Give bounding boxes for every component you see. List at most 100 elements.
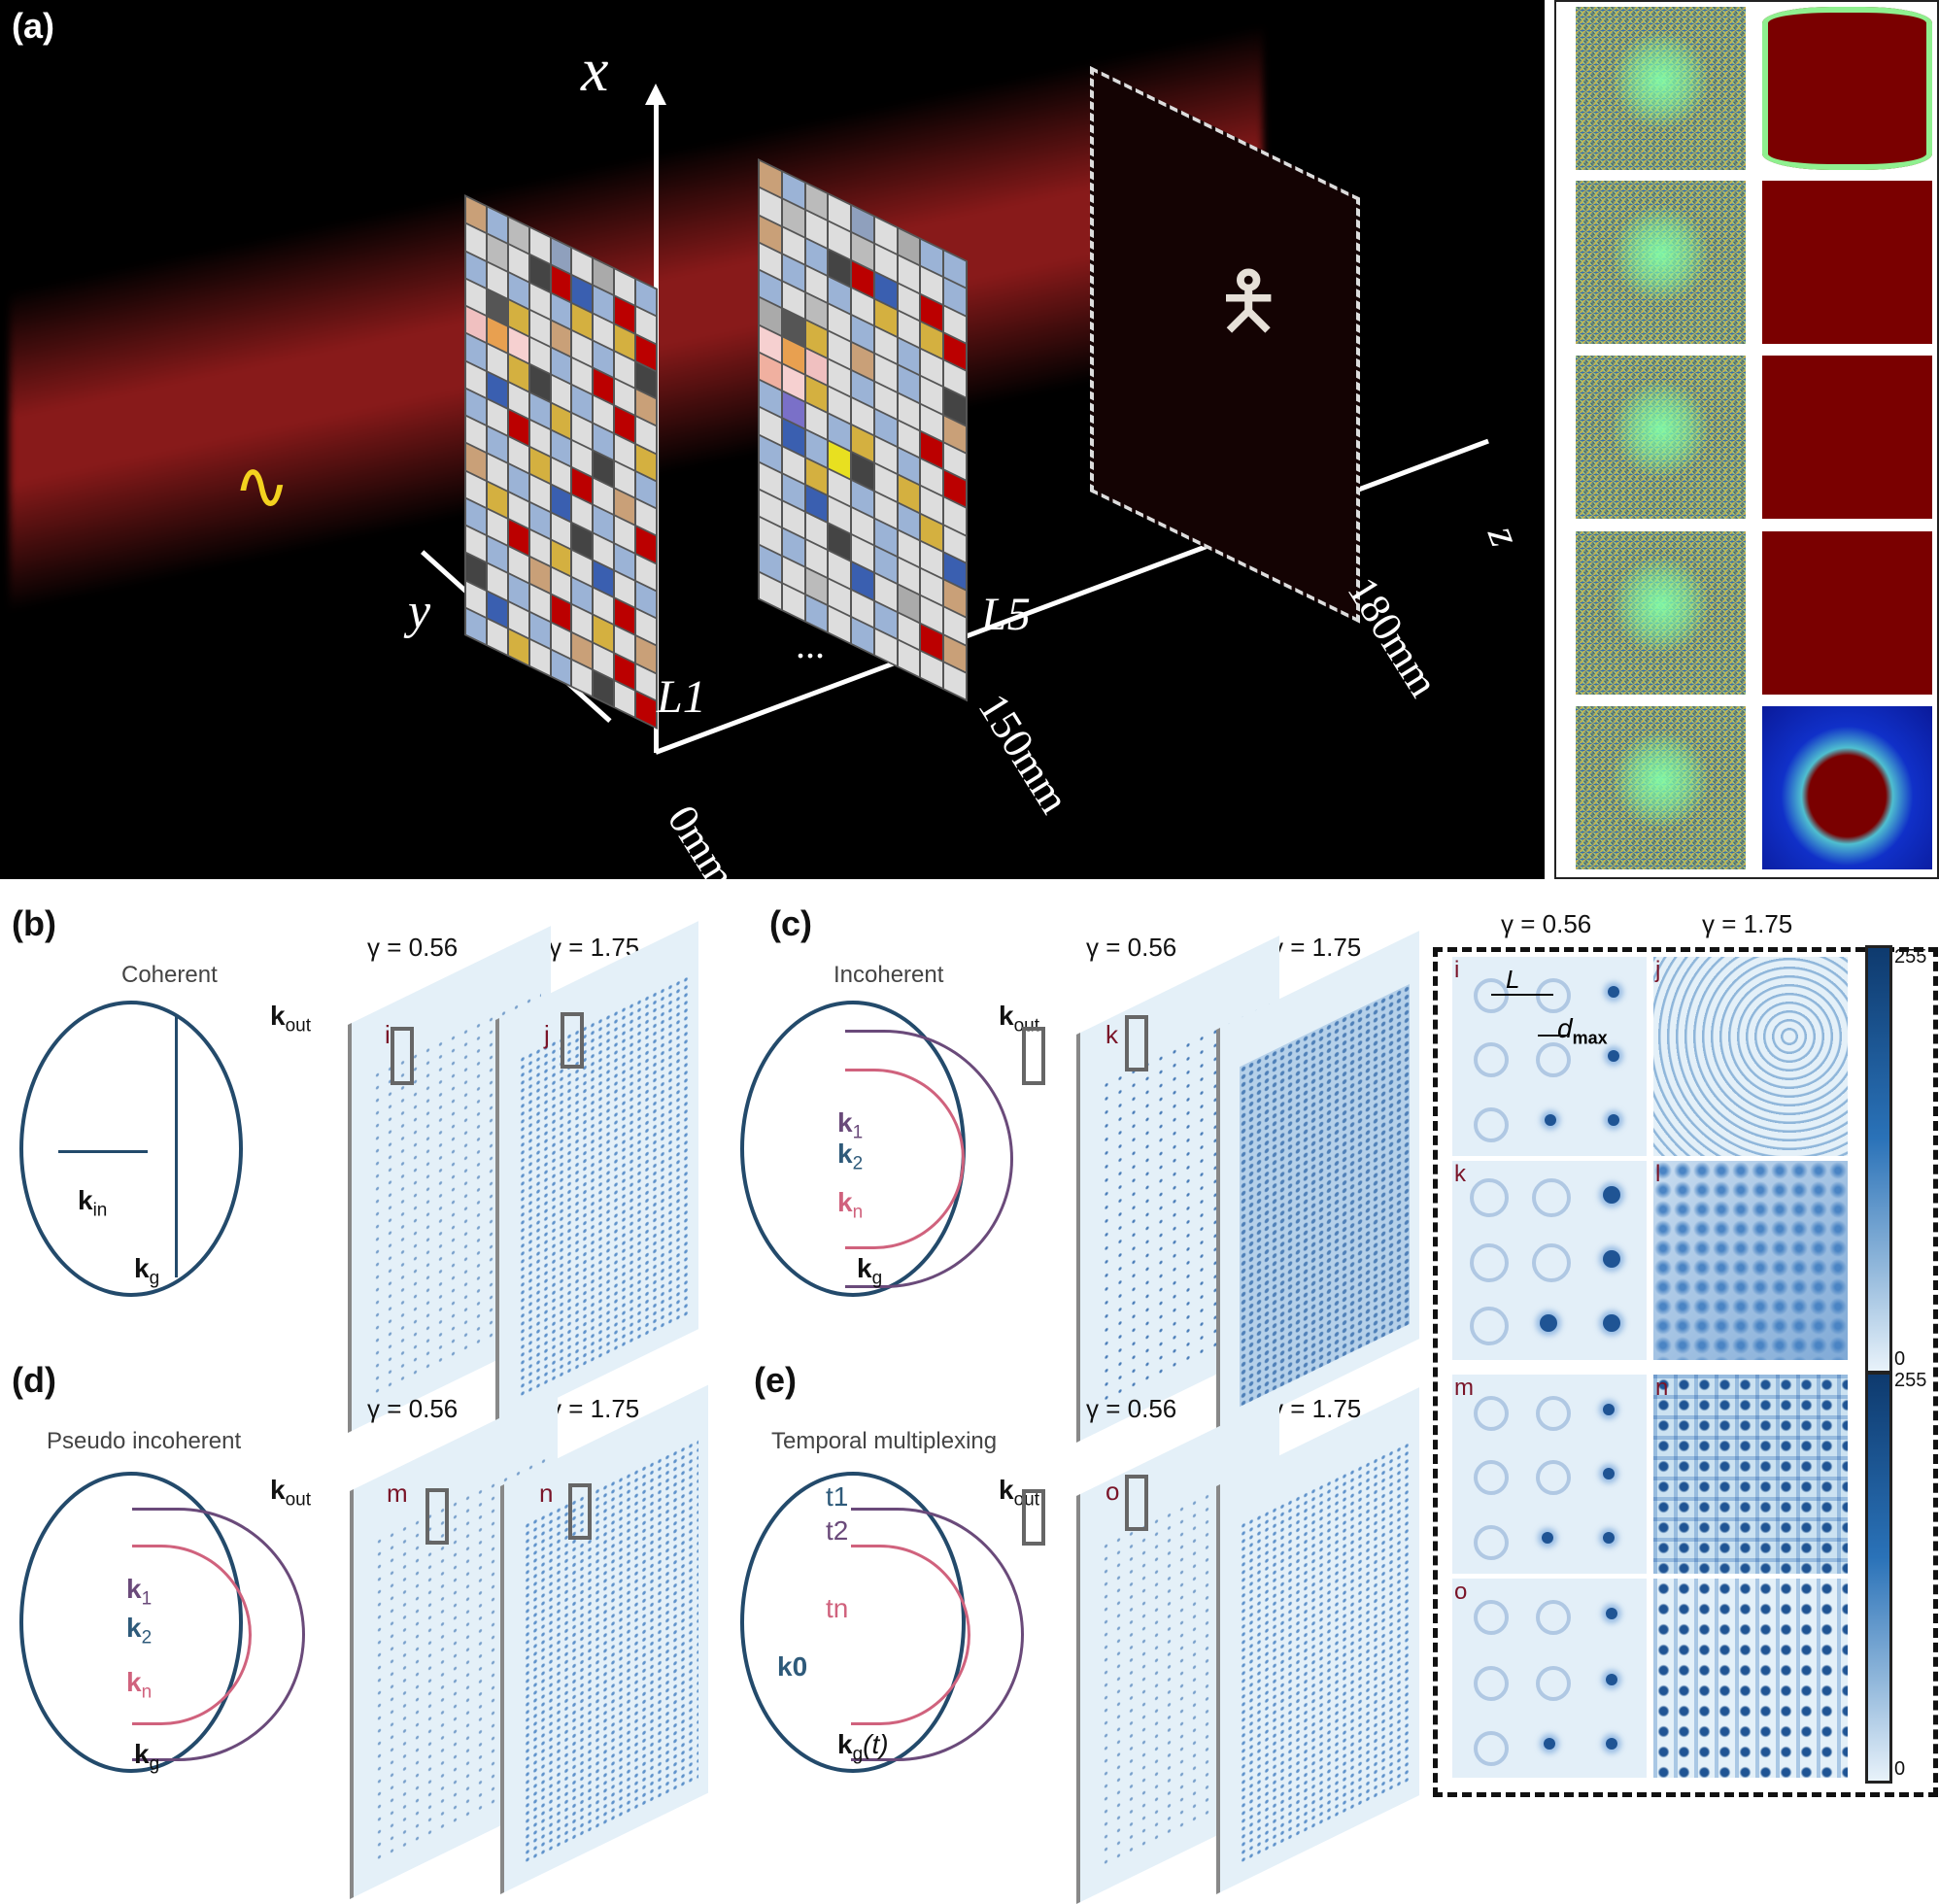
panel-b-k-sphere [19, 1001, 243, 1297]
layer-label-L1: L1 [657, 671, 706, 723]
panel-c-label: (c) [769, 903, 812, 943]
panel-c-roi-left [1022, 1027, 1045, 1085]
diffractive-layer-L1 [464, 194, 658, 731]
panel-d-gamma-right: γ = 1.75 [549, 1394, 640, 1423]
tile-o: o [1452, 1579, 1647, 1778]
panel-d-k2: k2 [126, 1613, 153, 1649]
tile-k: k [1452, 1161, 1647, 1360]
panel-e-k-g: kg(t) [837, 1729, 889, 1766]
k-out-subscript: out [285, 1015, 311, 1037]
wave-icon: ∿ [233, 448, 290, 524]
k-g-time-suffix: (t) [863, 1729, 889, 1759]
tile-label-k: k [1454, 1161, 1466, 1187]
k-symbol: k [999, 1475, 1014, 1505]
panel-d-roi-left [425, 1488, 449, 1545]
zoom-gamma-left: γ = 0.56 [1501, 909, 1592, 938]
intensity-map-5 [1762, 706, 1932, 869]
annotation-L: L [1506, 965, 1520, 994]
k-g-subscript: g [852, 1744, 864, 1765]
panel-e-roi-left [1022, 1489, 1045, 1546]
panel-e-t1: t1 [826, 1481, 849, 1512]
panel-b-k-in: kin [78, 1185, 108, 1221]
panel-c-roi-right [1125, 1015, 1148, 1071]
tile-l: l [1653, 1161, 1848, 1360]
panel-b-sublabel-j: j [544, 1020, 550, 1049]
panel-c-title: Incoherent [833, 962, 944, 988]
phase-map-5 [1576, 706, 1746, 869]
k-out-subscript: out [1013, 1489, 1039, 1511]
annotation-dmax-arrow [1538, 1035, 1567, 1037]
panel-c-kn: kn [837, 1187, 864, 1223]
panel-c-k-g: kg [857, 1253, 882, 1290]
colorbar-bottom-max: 255 [1894, 1370, 1927, 1391]
panel-b-input-arrow-icon [58, 1150, 148, 1153]
phase-intensity-stack [1554, 0, 1939, 879]
panel-b-title: Coherent [121, 962, 218, 988]
k-symbol: k [78, 1185, 93, 1215]
tile-label-l: l [1655, 1161, 1661, 1187]
x-axis-label: x [581, 35, 609, 104]
panel-d-k-g: kg [134, 1739, 159, 1776]
tile-m: m [1452, 1375, 1647, 1574]
tile-n: n [1653, 1375, 1848, 1574]
k-out-subscript: out [285, 1489, 311, 1511]
phase-map-4 [1576, 531, 1746, 695]
k-symbol: k [837, 1729, 853, 1759]
panel-e-label: (e) [754, 1360, 797, 1400]
panel-d-roi-right [568, 1483, 592, 1540]
d-symbol: d [1557, 1013, 1573, 1043]
panel-b-roi-left [391, 1027, 414, 1085]
k-symbol: k [134, 1739, 150, 1769]
colorbar-top-max: 255 [1894, 946, 1927, 968]
panel-d-title: Pseudo incoherent [47, 1428, 242, 1454]
tile-i: i L dmax [1452, 957, 1647, 1156]
intensity-map-3 [1762, 356, 1932, 519]
colorbar-top-min: 0 [1894, 1348, 1906, 1370]
intensity-map-2 [1762, 181, 1932, 344]
k-g-subscript: g [149, 1753, 160, 1775]
panel-d-sublabel-m: m [387, 1479, 408, 1508]
phase-map-2 [1576, 181, 1746, 344]
output-plane [1090, 66, 1360, 624]
panel-b-k-vertical [175, 1015, 178, 1277]
k-symbol: k [134, 1253, 150, 1283]
panel-d-label: (d) [12, 1360, 56, 1400]
x-axis-arrow-icon [645, 84, 666, 105]
z-axis-label: z [1478, 519, 1531, 553]
layers-ellipsis: ... [797, 623, 826, 666]
panel-d-sublabel-n: n [539, 1479, 554, 1508]
panel-d-kn: kn [126, 1667, 153, 1703]
panel-e-gamma-left: γ = 0.56 [1086, 1394, 1177, 1423]
panel-d-gamma-left: γ = 0.56 [367, 1394, 459, 1423]
phase-map-1 [1576, 7, 1746, 170]
panel-e-sublabel-o: o [1106, 1477, 1120, 1506]
tile-j: j [1653, 957, 1848, 1156]
phase-map-3 [1576, 356, 1746, 519]
k-symbol: k [270, 1001, 286, 1031]
zoom-gamma-right: γ = 1.75 [1702, 909, 1793, 938]
panel-e-t2: t2 [826, 1515, 849, 1546]
tile-label-i: i [1454, 957, 1460, 983]
intensity-map-4 [1762, 531, 1932, 695]
intensity-map-1 [1762, 7, 1932, 170]
annotation-dmax: dmax [1557, 1013, 1608, 1049]
panel-e-roi-right [1125, 1475, 1148, 1531]
tile-label-m: m [1454, 1375, 1474, 1401]
k-symbol: k [999, 1001, 1014, 1031]
panel-e-mid-arc [851, 1508, 1024, 1761]
k-g-subscript: g [149, 1268, 160, 1289]
k-out-subscript: out [1013, 1015, 1039, 1037]
panel-d-mid-arc [132, 1508, 305, 1761]
colorbar-bottom-min: 0 [1894, 1758, 1906, 1780]
panel-a-optical-setup: (a) ∿ x y z [0, 0, 1545, 897]
panel-a-label: (a) [12, 6, 54, 46]
tile-label-n: n [1655, 1375, 1669, 1401]
panel-c-k-out: kout [999, 1001, 1039, 1037]
panel-d-k-out: kout [270, 1475, 311, 1512]
distance-label-180mm: 180mm [1338, 568, 1448, 705]
panel-e-title: Temporal multiplexing [771, 1428, 998, 1454]
colorbar-top [1865, 945, 1892, 1374]
panel-b-k-out: kout [270, 1001, 311, 1037]
panel-b-k-g: kg [134, 1253, 159, 1290]
y-axis-label: y [408, 584, 431, 639]
